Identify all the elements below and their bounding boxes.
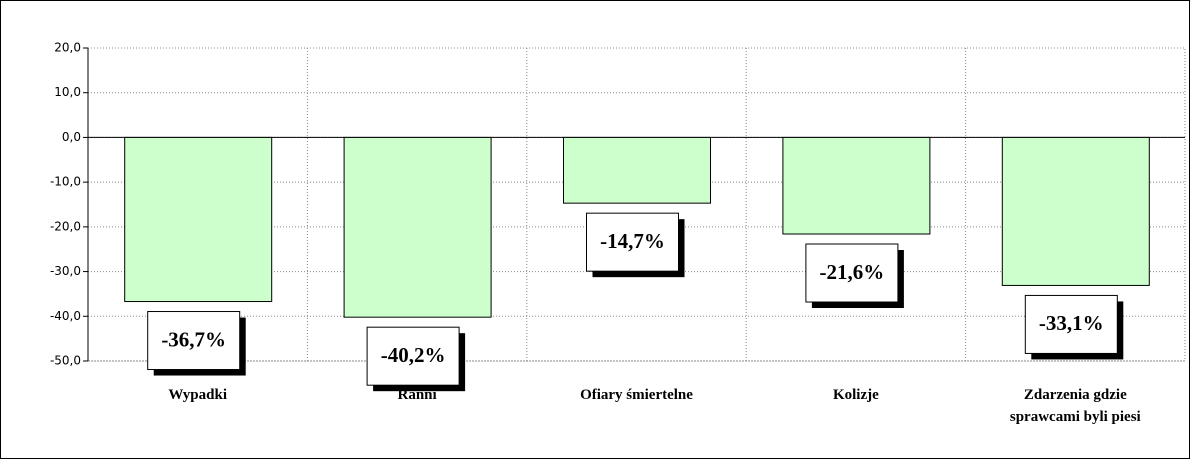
value-label: -33,1% (1039, 311, 1104, 335)
x-tick-label: Zdarzenia gdzie sprawcami byli piesi (1009, 387, 1141, 425)
value-label: -36,7% (161, 327, 226, 351)
label-box (366, 326, 460, 386)
x-tick-label: Ranni (397, 387, 437, 403)
bar (563, 136, 711, 204)
x-tick-label: Ofiary śmiertelne (580, 387, 693, 403)
y-tick-label: -50,0 (50, 354, 81, 368)
y-tick-label: -20,0 (50, 219, 81, 233)
x-tick-label: Kolizje (832, 387, 879, 403)
label-box (586, 212, 679, 272)
x-tick-label: Wypadki (168, 387, 227, 403)
label-box (805, 243, 899, 303)
y-tick-label: 10,0 (54, 85, 81, 99)
bar (124, 136, 273, 303)
y-tick-label: 20,0 (54, 41, 81, 55)
y-tick-label: -40,0 (50, 309, 81, 323)
value-label: -40,2% (381, 343, 446, 367)
y-tick-label: -10,0 (50, 175, 81, 189)
y-tick-label: 0,0 (62, 130, 81, 144)
label-box (1024, 294, 1118, 354)
bar (343, 136, 492, 318)
y-tick-label: -30,0 (50, 264, 81, 278)
bar (782, 136, 931, 235)
value-label: -14,7% (600, 229, 665, 253)
bar (1001, 136, 1150, 286)
value-label: -21,6% (820, 260, 885, 284)
label-box (147, 311, 241, 371)
